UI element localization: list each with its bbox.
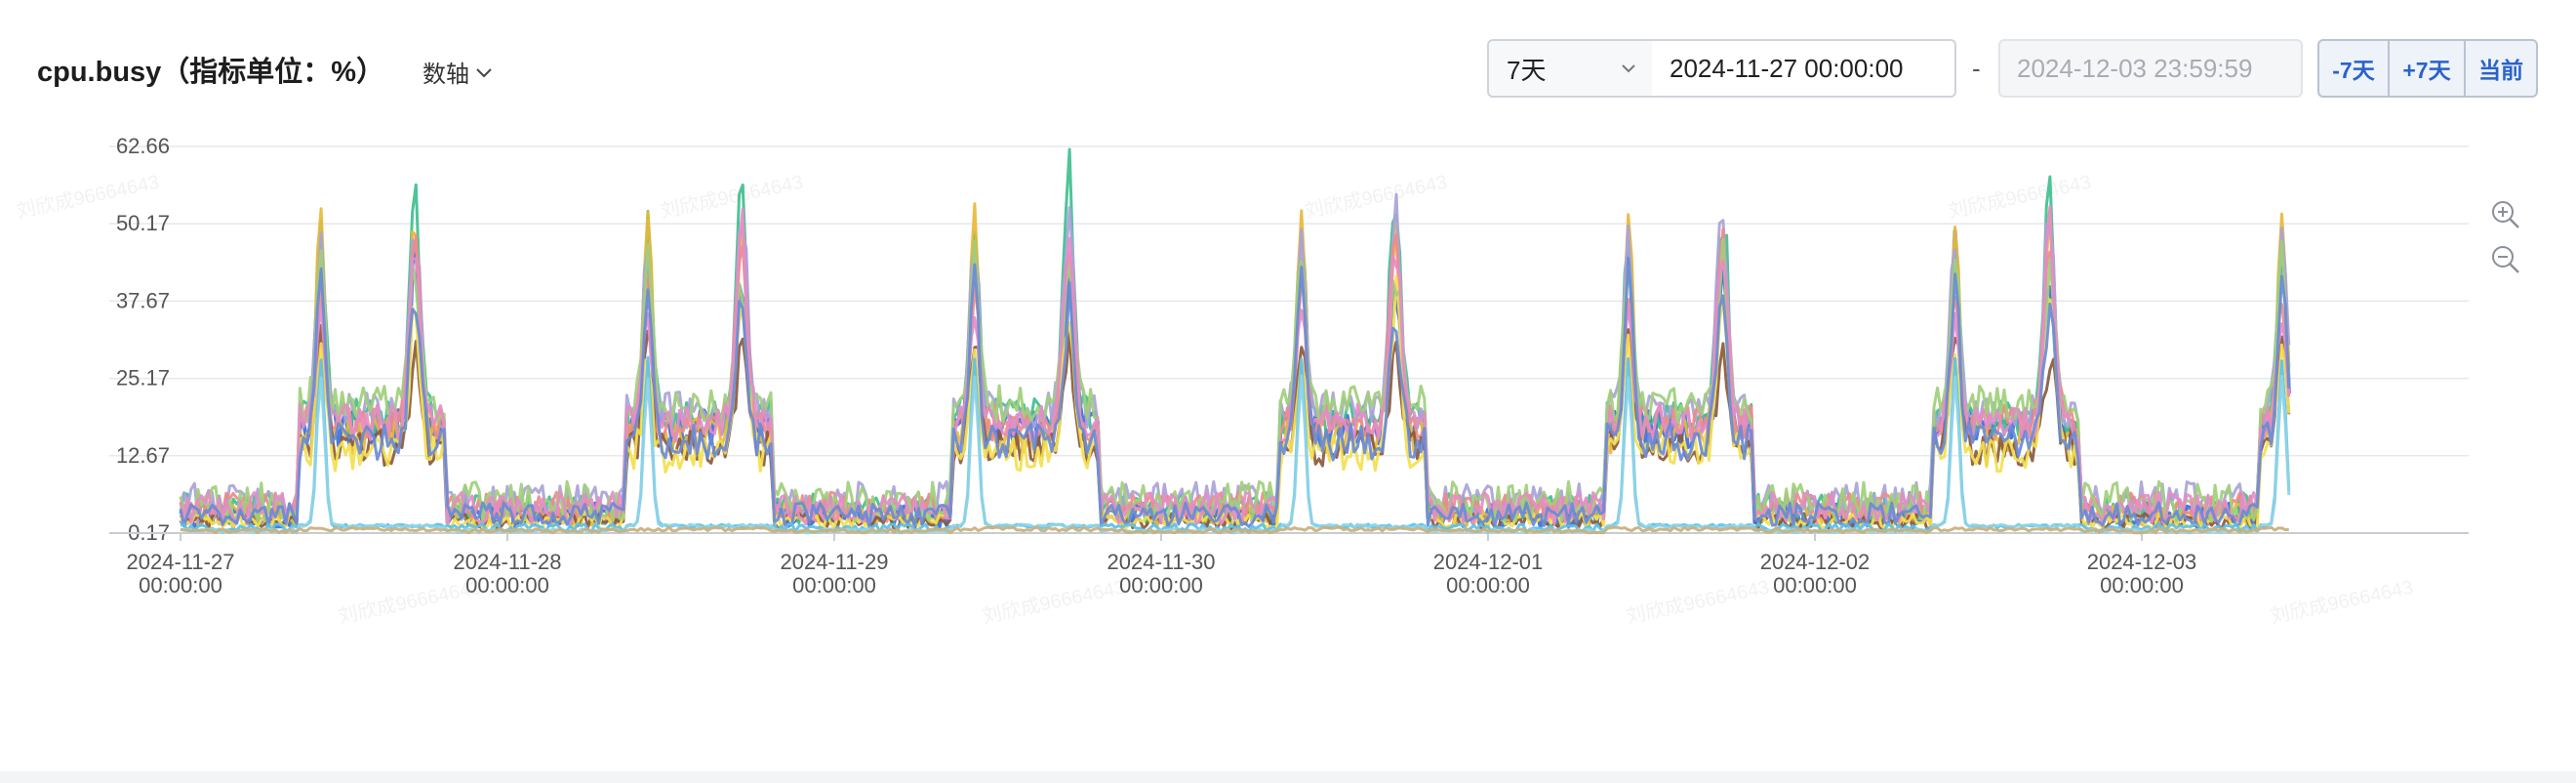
x-tick-date: 2024-11-30 [1107,550,1216,574]
zoom-out-icon[interactable] [2489,243,2522,276]
chevron-down-icon [476,67,492,77]
y-tick-label: 25.17 [116,366,170,391]
axis-switch-dropdown[interactable]: 数轴 [423,55,495,89]
series-line [179,256,2291,528]
time-range-value: 7天 [1507,55,1547,85]
axis-switch-label: 数轴 [423,62,469,88]
cpu-busy-line-chart: 62.6650.1737.6725.1712.670.172024-11-270… [109,134,2469,598]
current-button[interactable]: 当前 [2478,58,2523,83]
series-line [179,205,2291,526]
series-line [180,525,2289,535]
x-tick-time: 00:00:00 [2100,573,2184,598]
zoom-in-icon[interactable] [2489,198,2522,231]
x-tick-time: 00:00:00 [792,573,876,598]
x-tick-time: 00:00:00 [1446,573,1530,598]
next-7-days-button[interactable]: +7天 [2390,41,2466,96]
y-tick-label: 37.67 [116,288,170,312]
start-time-input[interactable]: 2024-11-27 00:00:00 [1652,39,1956,98]
x-tick-time: 00:00:00 [465,573,549,598]
x-tick-date: 2024-11-27 [127,550,235,574]
y-tick-label: 62.66 [116,134,170,158]
x-tick-date: 2024-12-03 [2087,550,2197,574]
x-tick-date: 2024-11-29 [781,550,889,574]
series-line [179,227,2291,526]
y-tick-label: 12.67 [116,443,170,468]
series-line [179,237,2291,523]
end-time-input[interactable]: 2024-12-03 23:59:59 [1998,39,2303,98]
x-tick-time: 00:00:00 [1773,573,1857,598]
range-separator: - [1972,54,1981,83]
x-tick-date: 2024-12-01 [1433,550,1544,574]
page-title: cpu.busy（指标单位：%） [37,57,385,88]
bottom-divider [0,771,2576,783]
time-shift-button-group: -7天 +7天 当前 [2317,39,2538,98]
series-line [179,192,2291,523]
series-line [179,147,2291,526]
x-tick-date: 2024-12-02 [1760,550,1871,574]
x-tick-time: 00:00:00 [139,573,222,598]
prev-7-days-button[interactable]: -7天 [2319,41,2390,96]
chevron-down-icon [1622,64,1635,73]
x-tick-time: 00:00:00 [1119,573,1203,598]
x-tick-date: 2024-11-28 [454,550,562,574]
time-range-select[interactable]: 7天 [1487,39,1654,98]
series-line [179,202,2291,528]
y-tick-label: 50.17 [116,211,170,235]
